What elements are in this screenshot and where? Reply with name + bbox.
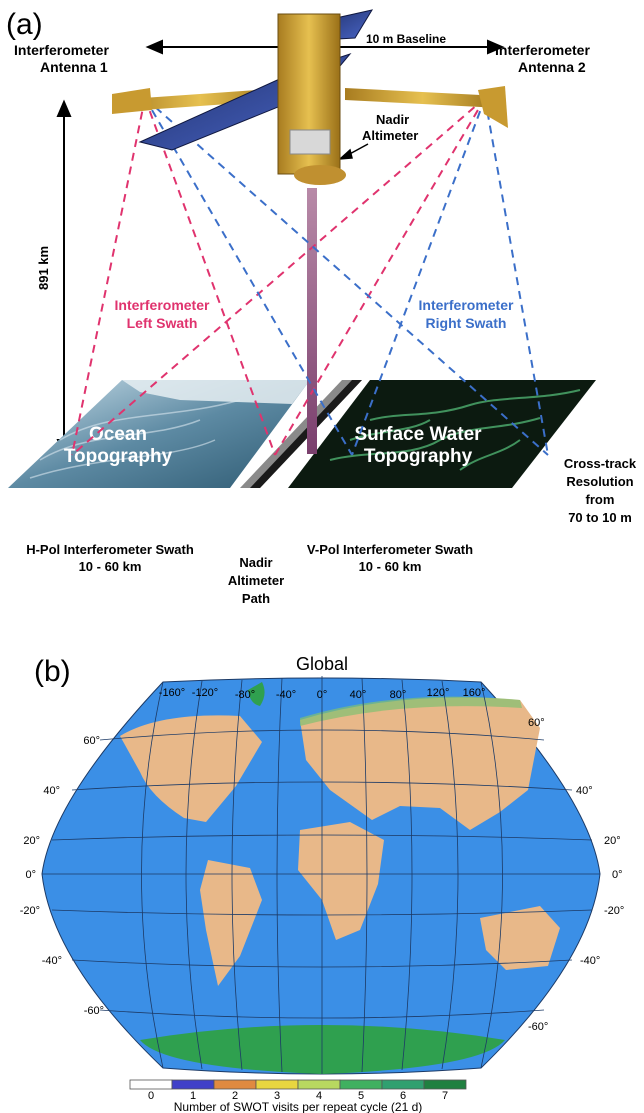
lat-label: -60°: [84, 1005, 104, 1017]
colorbar-swatch-0: [129, 1079, 173, 1090]
colorbar-tick: 1: [190, 1090, 196, 1102]
colorbar-swatch-5: [339, 1079, 383, 1090]
nadir-beam: [307, 188, 317, 454]
panel-b-label: (b): [34, 655, 71, 688]
panel-a-label: (a): [6, 8, 43, 41]
graticule: [42, 676, 600, 1074]
cross-track-label-line1: Cross-track: [564, 456, 637, 471]
antenna2-label-line1: Interferometer: [495, 42, 590, 58]
colorbar-tick: 5: [358, 1090, 364, 1102]
land-africa: [298, 822, 384, 940]
lat-label: -20°: [20, 905, 40, 917]
lon-labels: -160° -120° -80° -40° 0° 40° 80° 120° 16…: [159, 687, 486, 701]
colorbar-swatch-2: [213, 1079, 257, 1090]
colorbar-swatch-7: [423, 1079, 467, 1090]
nadir-path-label-line3: Path: [242, 591, 270, 606]
lat-label: -40°: [42, 955, 62, 967]
lat-label: 60°: [528, 717, 545, 729]
lat-label: 0°: [25, 869, 36, 881]
vpol-label-line2: 10 - 60 km: [359, 559, 422, 574]
lon-label: -40°: [276, 689, 296, 701]
lon-label: 120°: [427, 687, 450, 699]
colorbar-label: Number of SWOT visits per repeat cycle (…: [174, 1100, 423, 1113]
vpol-label-line1: V-Pol Interferometer Swath: [307, 542, 473, 557]
colorbar-tick: 6: [400, 1090, 406, 1102]
colorbar-tick: 2: [232, 1090, 238, 1102]
colorbar-tick: 4: [316, 1090, 322, 1102]
altitude-label: 891 km: [36, 246, 51, 290]
lat-label: 20°: [23, 835, 40, 847]
colorbar-swatch-3: [255, 1079, 299, 1090]
surface-water-image: [288, 380, 596, 488]
cross-track-label-line2: Resolution: [566, 474, 633, 489]
lat-label: -40°: [580, 955, 600, 967]
ocean-topography-image: [8, 380, 310, 488]
colorbar-swatch-4: [297, 1079, 341, 1090]
nadir-altimeter-label-line1: Nadir: [376, 112, 409, 127]
colorbar-swatch-1: [171, 1079, 215, 1090]
lon-label: 80°: [390, 689, 407, 701]
colorbar-swatch-6: [381, 1079, 425, 1090]
colorbar: [129, 1079, 467, 1090]
lon-label: 0°: [317, 689, 328, 701]
left-swath-lines: [71, 97, 486, 456]
cross-track-label-line4: 70 to 10 m: [568, 510, 632, 525]
polar-north-band: [300, 696, 522, 726]
lat-labels-left: 60° 40° 20° 0° -20° -40° -60°: [20, 735, 104, 1017]
lon-label: -80°: [235, 689, 255, 701]
lon-label: 40°: [350, 689, 367, 701]
land-south-america: [200, 860, 262, 986]
hpol-label-line1: H-Pol Interferometer Swath: [26, 542, 194, 557]
right-swath-lines: [144, 97, 549, 456]
ocean-label-line1: Ocean: [89, 424, 147, 445]
lat-label: 40°: [576, 785, 593, 797]
nadir-path-label-line1: Nadir: [239, 555, 272, 570]
right-swath-label-line2: Right Swath: [426, 315, 507, 331]
lat-label: -20°: [604, 905, 624, 917]
antenna1-label-line2: Antenna 1: [40, 59, 108, 75]
right-swath-label-line1: Interferometer: [419, 297, 514, 313]
surface-water-label-line1: Surface Water: [354, 424, 482, 445]
hpol-label-line2: 10 - 60 km: [79, 559, 142, 574]
lat-labels-right: 60° 40° 20° 0° -20° -40° -60°: [528, 717, 624, 1033]
colorbar-tick: 7: [442, 1090, 448, 1102]
world-map: [41, 677, 601, 1075]
polar-south: [140, 1025, 505, 1074]
nadir-path-label-line2: Altimeter: [228, 573, 284, 588]
baseline-label: 10 m Baseline: [366, 32, 446, 46]
colorbar-ticks: 0 1 2 3 4 5 6 7: [148, 1090, 448, 1102]
lon-label: 160°: [463, 687, 486, 699]
ocean-label-line2: Topography: [64, 446, 173, 467]
lon-label: -120°: [192, 687, 218, 699]
colorbar-tick: 3: [274, 1090, 280, 1102]
swot-satellite: [112, 9, 508, 185]
altitude-arrow: [56, 99, 72, 457]
antenna2-label-line2: Antenna 2: [518, 59, 586, 75]
lat-label: 0°: [612, 869, 623, 881]
cross-track-label-line3: from: [586, 492, 615, 507]
lon-label: -160°: [159, 687, 185, 699]
lat-label: 40°: [43, 785, 60, 797]
map-title: Global: [296, 654, 348, 674]
lat-label: 60°: [83, 735, 100, 747]
polar-north: [248, 682, 265, 706]
nadir-altimeter-pointer: [337, 143, 369, 160]
surface-water-label-line2: Topography: [364, 446, 473, 467]
lat-label: -60°: [528, 1021, 548, 1033]
left-swath-label-line2: Left Swath: [127, 315, 198, 331]
nadir-altimeter-label-line2: Altimeter: [362, 128, 418, 143]
antenna1-label-line1: Interferometer: [14, 42, 109, 58]
colorbar-tick: 0: [148, 1090, 154, 1102]
land-australia: [480, 906, 560, 970]
left-swath-label-line1: Interferometer: [115, 297, 210, 313]
lat-label: 20°: [604, 835, 621, 847]
